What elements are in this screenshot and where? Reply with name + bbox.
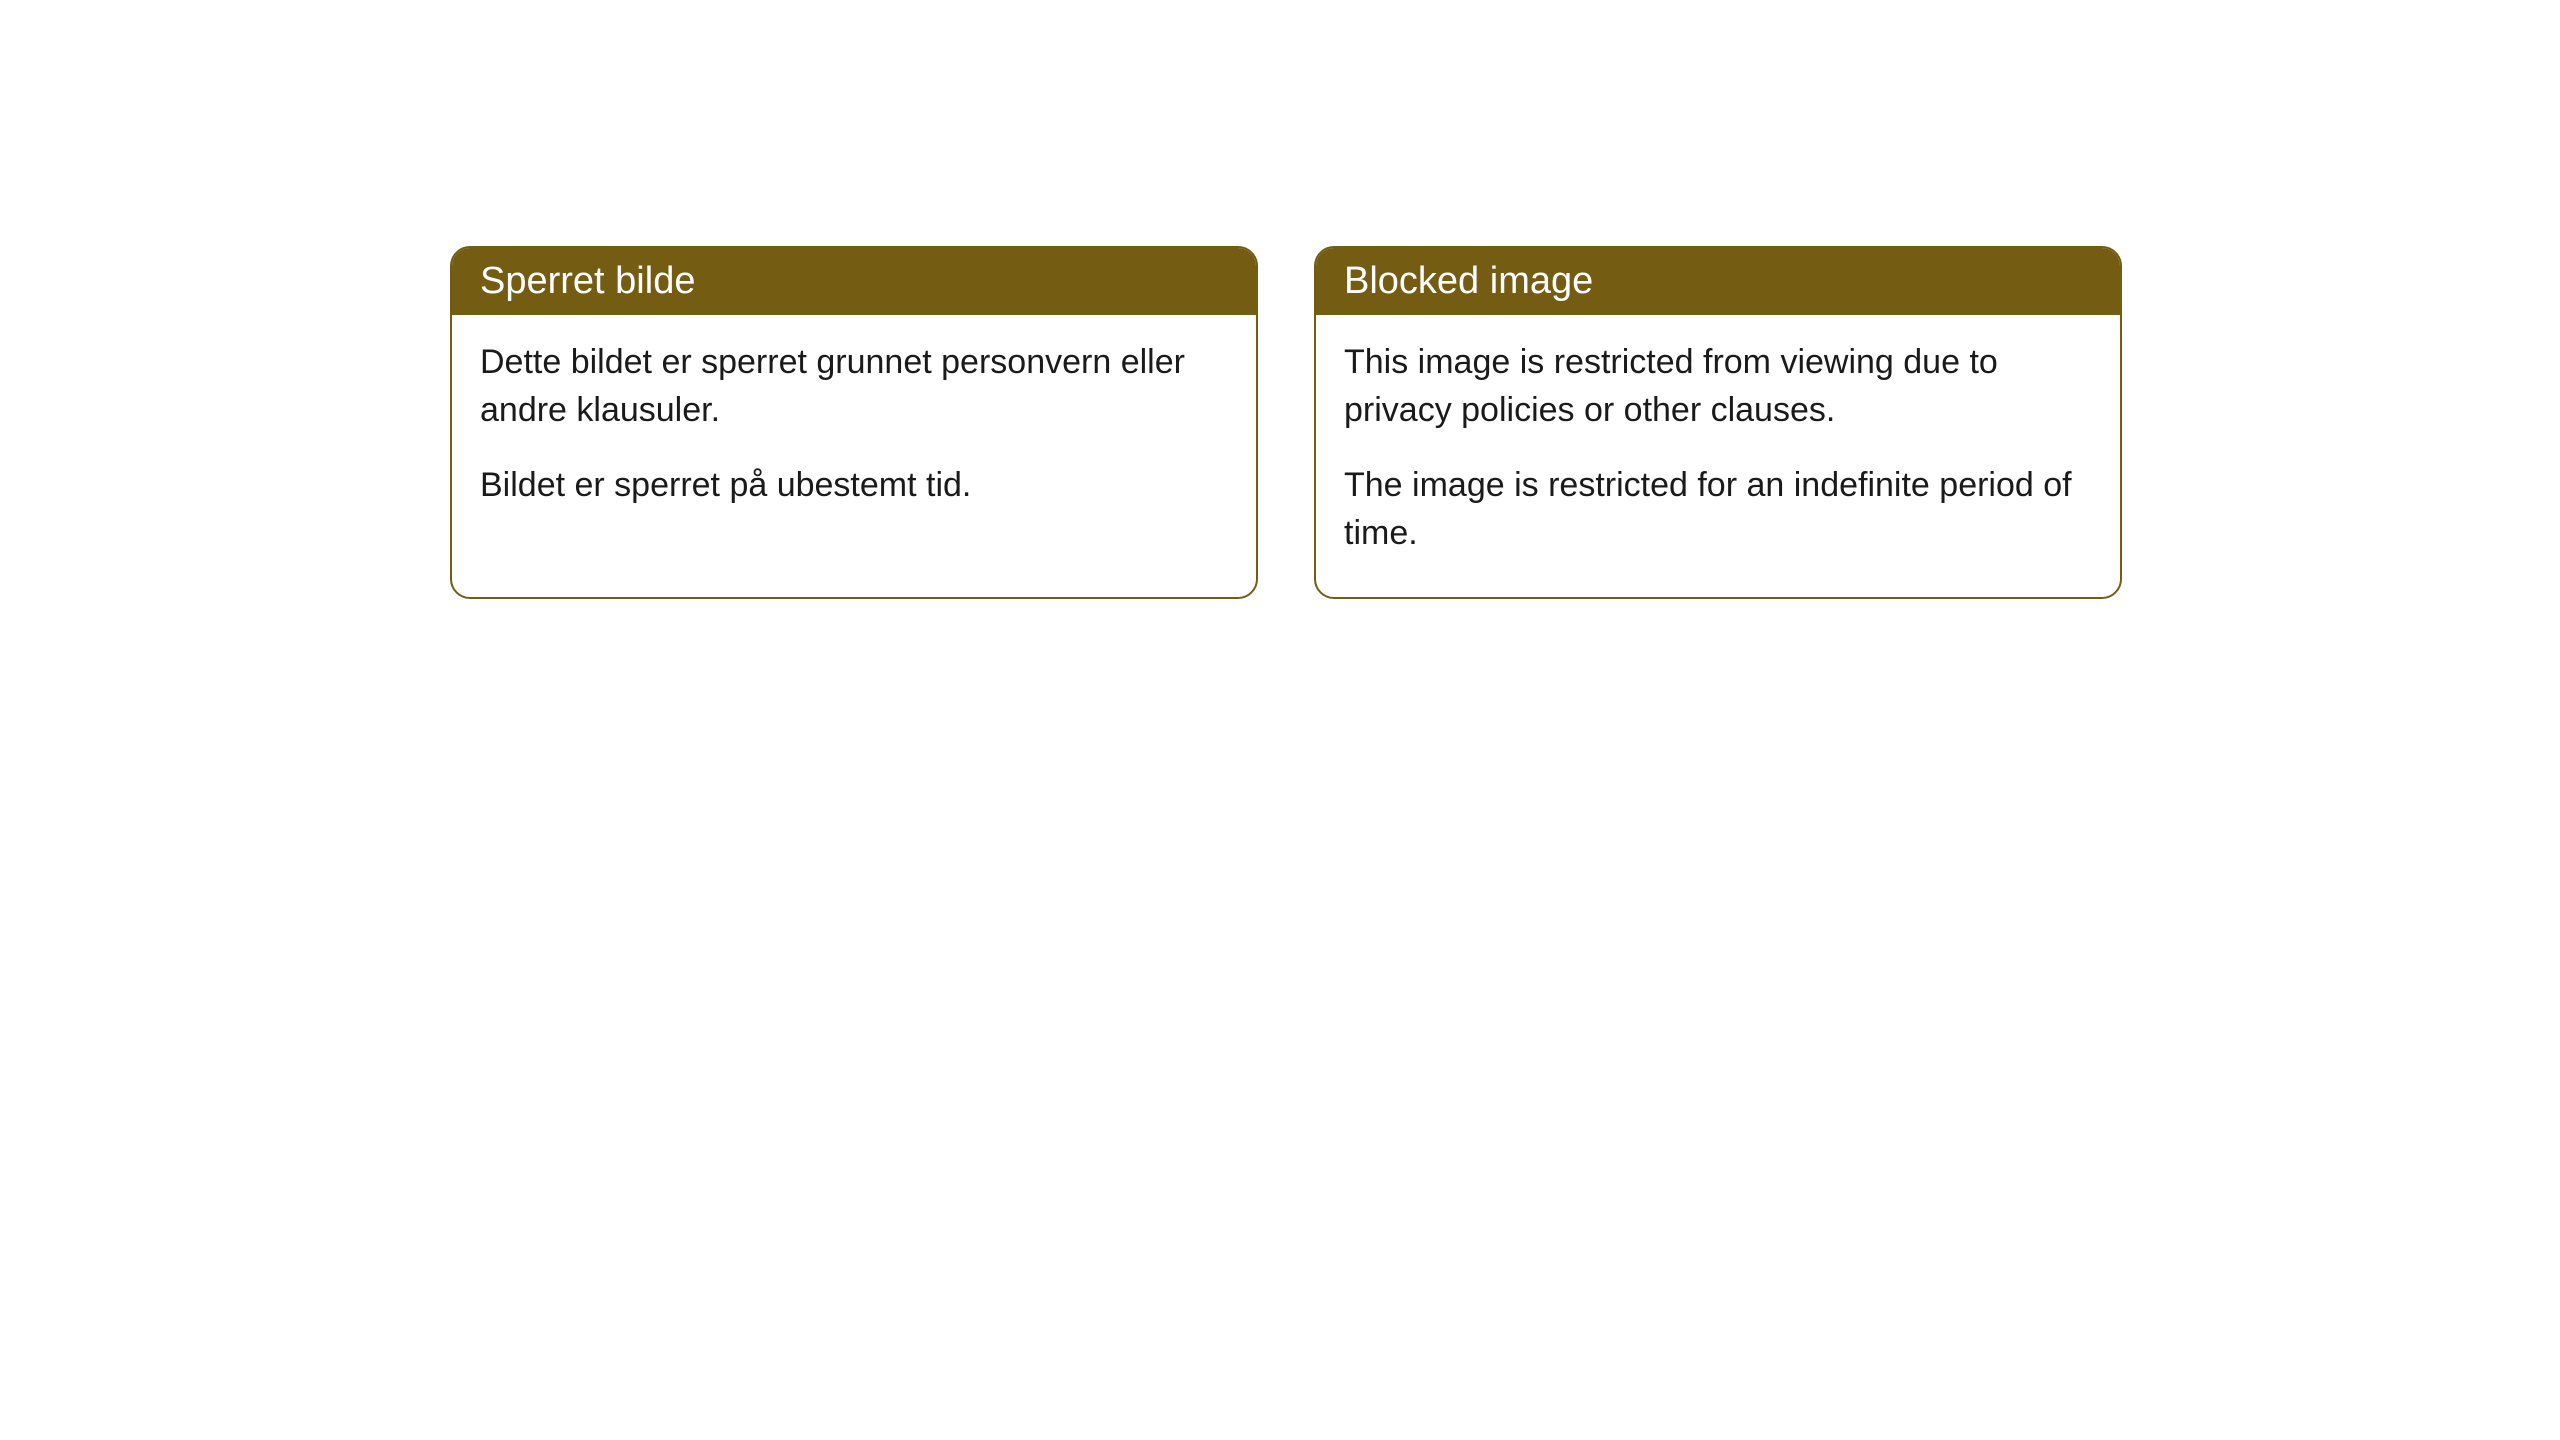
notice-body-norwegian: Dette bildet er sperret grunnet personve… [452,315,1256,550]
notice-box-english: Blocked image This image is restricted f… [1314,246,2122,599]
notice-text: Bildet er sperret på ubestemt tid. [480,462,1228,510]
notice-title-english: Blocked image [1316,248,2120,315]
notice-body-english: This image is restricted from viewing du… [1316,315,2120,597]
notice-text: This image is restricted from viewing du… [1344,339,2092,434]
notice-text: Dette bildet er sperret grunnet personve… [480,339,1228,434]
notices-container: Sperret bilde Dette bildet er sperret gr… [450,246,2122,599]
notice-title-norwegian: Sperret bilde [452,248,1256,315]
notice-box-norwegian: Sperret bilde Dette bildet er sperret gr… [450,246,1258,599]
notice-text: The image is restricted for an indefinit… [1344,462,2092,557]
